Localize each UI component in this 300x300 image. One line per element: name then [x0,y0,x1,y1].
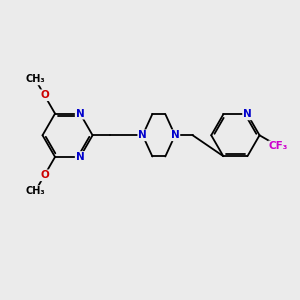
Text: N: N [243,110,252,119]
Text: CF₃: CF₃ [269,141,288,151]
Text: CH₃: CH₃ [26,186,45,196]
Text: N: N [171,130,179,140]
Text: N: N [76,152,84,162]
Text: N: N [76,109,84,118]
Text: O: O [40,90,49,100]
Text: O: O [40,170,49,180]
Text: CH₃: CH₃ [26,74,45,84]
Text: N: N [138,130,147,140]
